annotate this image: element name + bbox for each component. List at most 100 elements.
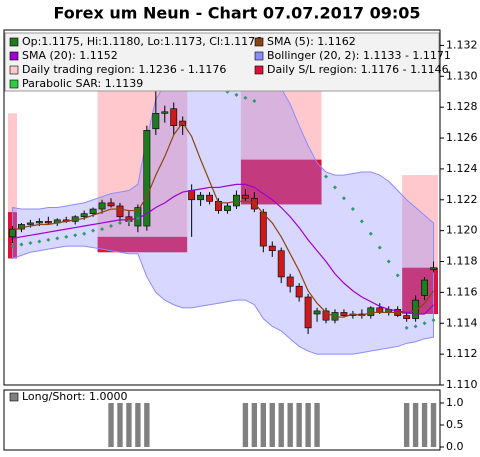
sar-dot xyxy=(386,259,391,264)
candle-body xyxy=(295,285,303,298)
legend-swatch xyxy=(9,79,19,89)
sar-dot xyxy=(73,233,78,238)
sub-frame xyxy=(3,389,441,451)
sar-dot xyxy=(324,174,329,179)
sar-dot xyxy=(100,227,105,232)
sar-dot xyxy=(332,185,337,190)
candle-body xyxy=(403,315,411,319)
y-tick-label: 1.126 xyxy=(446,131,478,144)
candle-body xyxy=(259,211,267,247)
candle-body xyxy=(268,245,276,252)
trading-region xyxy=(8,113,17,259)
candle-body xyxy=(224,205,231,211)
candle-body xyxy=(206,194,213,202)
y2-tick-label: 0.5 xyxy=(446,418,464,431)
candle-body xyxy=(80,213,88,218)
sar-dot xyxy=(55,236,60,241)
sar-dot xyxy=(64,234,69,239)
long-short-bar xyxy=(287,403,293,447)
legend-label: SMA (20): 1.1152 xyxy=(22,49,118,62)
sar-dot xyxy=(10,244,15,249)
sar-dot xyxy=(28,241,33,245)
sar-dot xyxy=(404,325,409,330)
sar-dot xyxy=(431,318,436,323)
candle-body xyxy=(26,222,34,225)
sar-dot xyxy=(350,207,355,212)
long-short-bar xyxy=(242,403,249,447)
long-short-bar xyxy=(430,403,437,447)
sar-dot xyxy=(377,245,382,250)
y-tick-label: 1.112 xyxy=(446,347,478,360)
sub-plot: Long/Short: 1.0000 0.0 0.5 1.0 xyxy=(3,389,464,453)
sar-dot xyxy=(368,231,373,236)
candle-body xyxy=(9,228,16,238)
sar-dot xyxy=(422,321,427,326)
sar-dot xyxy=(135,216,140,221)
sar-dot xyxy=(413,324,418,329)
sar-dot xyxy=(341,196,346,201)
long-short-bar xyxy=(117,403,123,447)
long-short-bar xyxy=(412,403,419,447)
sar-dot xyxy=(19,242,24,247)
candle-body xyxy=(412,299,420,319)
sar-dot xyxy=(234,92,239,97)
long-short-bar xyxy=(314,403,320,447)
long-short-bar xyxy=(296,403,302,447)
legend-swatch xyxy=(254,65,264,75)
long-short-bar xyxy=(251,403,258,447)
legend-label: SMA (5): 1.1162 xyxy=(267,35,356,48)
sar-dot xyxy=(46,237,51,242)
candle-body xyxy=(143,130,151,227)
plot-frame xyxy=(3,29,441,386)
candle-body xyxy=(116,205,124,218)
long-short-bar xyxy=(144,403,150,447)
candle-body xyxy=(376,307,384,313)
candle-body xyxy=(430,267,437,270)
sar-dot xyxy=(37,239,42,244)
candle-body xyxy=(313,310,321,315)
long-short-bar xyxy=(260,403,266,447)
legend-label: Parabolic SAR: 1.1139 xyxy=(22,77,143,90)
legend-label: Daily S/L region: 1.1176 - 1.1146 xyxy=(267,63,449,76)
plot-content xyxy=(8,66,438,355)
long-short-bar xyxy=(403,403,410,447)
chart-title: Forex um Neun - Chart 07.07.2017 09:05 xyxy=(53,4,420,23)
candle-body xyxy=(421,279,428,296)
candle-body xyxy=(304,296,312,329)
candle-body xyxy=(241,194,249,199)
candle-body xyxy=(233,194,240,207)
candle-body xyxy=(277,250,285,278)
legend-label: Bollinger (20, 2): 1.1133 - 1.1171 xyxy=(267,49,451,62)
legend-swatch xyxy=(9,65,19,75)
long-short-bar xyxy=(108,403,114,447)
sar-dot xyxy=(359,219,364,224)
legend-swatch xyxy=(254,51,264,61)
candle-body xyxy=(197,194,205,201)
candle-body xyxy=(152,113,160,130)
long-short-bar xyxy=(126,403,132,447)
sub-legend-swatch xyxy=(9,392,19,402)
y2-tick-label: 0.0 xyxy=(446,440,464,453)
sub-legend-label: Long/Short: 1.0000 xyxy=(22,390,128,403)
candle-body xyxy=(161,111,169,114)
y-tick-label: 1.128 xyxy=(446,100,478,113)
sar-dot xyxy=(252,99,257,103)
y-tick-label: 1.120 xyxy=(446,224,478,237)
candle-body xyxy=(367,307,375,316)
long-short-bar xyxy=(135,403,141,447)
candle-body xyxy=(286,276,294,287)
y-tick-label: 1.116 xyxy=(446,285,478,298)
long-short-bar xyxy=(421,403,428,447)
y-tick-label: 1.132 xyxy=(446,38,478,51)
y-tick-label: 1.122 xyxy=(446,193,478,206)
sar-dot xyxy=(126,219,131,224)
y-tick-label: 1.118 xyxy=(446,255,478,268)
y2-tick-label: 1.0 xyxy=(446,396,464,409)
candle-body xyxy=(89,208,97,214)
candle-body xyxy=(331,312,339,321)
y-tick-label: 1.114 xyxy=(446,316,478,329)
legend-swatch xyxy=(9,51,19,61)
legend-swatch xyxy=(254,37,264,47)
candle-body xyxy=(107,202,115,207)
